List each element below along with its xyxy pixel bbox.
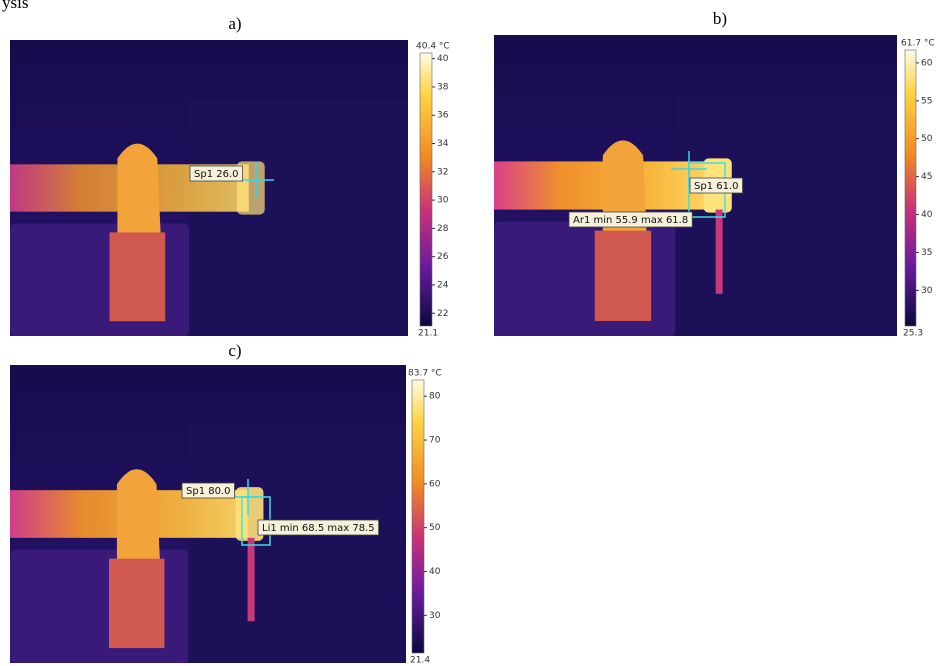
arm-tip <box>236 161 265 215</box>
annotation: Ar1 min 55.9 max 61.8 <box>573 215 688 226</box>
shadow-block <box>188 424 406 663</box>
tick-label: 55 <box>921 96 932 106</box>
shadow-block <box>189 99 408 336</box>
thermal-image <box>10 365 406 663</box>
annotation-box <box>257 519 380 536</box>
scale-max: 40.4 °C <box>416 42 450 52</box>
tick-label: 45 <box>921 172 932 182</box>
tick-label: 80 <box>429 392 441 402</box>
thermal-image <box>494 35 897 336</box>
scale-max: 83.7 °C <box>408 369 442 379</box>
annotation: Sp1 61.0 <box>694 181 739 192</box>
shadow-block <box>675 95 897 336</box>
color-bar <box>904 49 917 327</box>
tick-label: 40 <box>429 567 441 577</box>
annotation: Li1 min 68.5 max 78.5 <box>262 523 375 534</box>
header-fragment: ysis <box>2 0 28 12</box>
panel-label: b) <box>713 9 727 28</box>
tick-label: 50 <box>921 134 933 144</box>
tick-label: 36 <box>437 111 449 121</box>
scale-min: 21.1 <box>418 329 438 339</box>
tick-label: 60 <box>921 58 933 68</box>
tick-label: 32 <box>437 167 448 177</box>
color-bar <box>419 52 433 327</box>
scale-min: 25.3 <box>903 329 923 339</box>
tick-label: 28 <box>437 224 449 234</box>
tick-label: 50 <box>429 523 441 533</box>
scale-max: 61.7 °C <box>901 39 935 49</box>
annotation-box <box>181 482 235 499</box>
thermal-image <box>10 40 408 336</box>
tick-label: 35 <box>921 248 932 258</box>
probe <box>247 537 255 622</box>
tick-label: 22 <box>437 309 448 319</box>
probe <box>715 209 723 294</box>
panel-label: a) <box>228 14 241 33</box>
tick-label: 34 <box>437 139 449 149</box>
scale-min: 21.4 <box>410 656 430 666</box>
annotation-box <box>689 177 743 194</box>
tick-label: 40 <box>921 210 933 220</box>
panel-label: c) <box>228 341 241 360</box>
annotation-box <box>189 165 243 182</box>
tick-label: 24 <box>437 280 449 290</box>
tick-label: 38 <box>437 82 449 92</box>
annotation-box <box>568 211 693 228</box>
color-bar <box>411 379 425 654</box>
tick-label: 30 <box>921 286 933 296</box>
clamp-base <box>109 558 165 649</box>
tick-label: 30 <box>429 611 441 621</box>
tick-label: 30 <box>437 196 449 206</box>
tick-label: 26 <box>437 252 449 262</box>
clamp-base <box>594 230 652 321</box>
tick-label: 70 <box>429 436 441 446</box>
tick-label: 60 <box>429 479 441 489</box>
annotation: Sp1 26.0 <box>194 169 239 180</box>
annotation: Sp1 80.0 <box>186 486 231 497</box>
clamp-base <box>109 232 166 322</box>
tick-label: 40 <box>437 54 449 64</box>
